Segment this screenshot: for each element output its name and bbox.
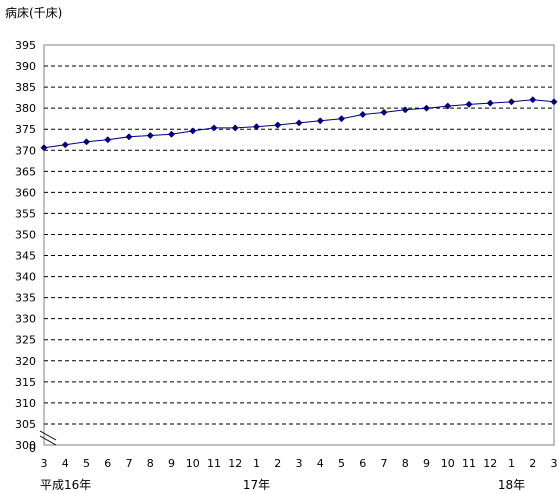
- y-tick-label: 305: [15, 418, 36, 431]
- x-tick-label: 5: [83, 457, 90, 470]
- x-tick-label: 5: [338, 457, 345, 470]
- y-tick-label: 375: [15, 123, 36, 136]
- y-tick-label: 395: [15, 39, 36, 52]
- data-point: [444, 102, 452, 110]
- y-tick-label: 300: [15, 439, 36, 452]
- x-tick-label: 11: [207, 457, 221, 470]
- data-point: [401, 106, 409, 114]
- data-point: [295, 119, 303, 127]
- y-tick-label: 335: [15, 292, 36, 305]
- grid-lines: [44, 65, 554, 425]
- data-point: [146, 131, 154, 140]
- x-tick-label: 12: [483, 457, 497, 470]
- year-label: 17年: [243, 478, 270, 492]
- data-point: [550, 98, 558, 106]
- year-label: 18年: [498, 478, 525, 492]
- data-point: [465, 100, 473, 108]
- series-markers: [40, 96, 558, 152]
- x-tick-label: 3: [41, 457, 48, 470]
- y-tick-label: 325: [15, 334, 36, 347]
- plot-area: [43, 44, 555, 446]
- data-point: [104, 136, 112, 144]
- x-tick-label: 8: [147, 457, 154, 470]
- x-tick-label: 4: [62, 457, 69, 470]
- data-point: [486, 99, 494, 107]
- y-axis-label: 病床(千床): [5, 5, 62, 20]
- y-tick-label: 355: [15, 207, 36, 220]
- y-tick-label: 365: [15, 165, 36, 178]
- x-tick-label: 1: [253, 457, 260, 470]
- y-tick-label: 350: [15, 228, 36, 241]
- x-tick-label: 11: [462, 457, 476, 470]
- y-tick-label: 340: [15, 271, 36, 284]
- y-baseline-label: 0: [29, 442, 36, 455]
- axis-break-mark: [39, 430, 57, 446]
- data-point: [316, 117, 324, 125]
- data-point: [274, 121, 282, 129]
- x-tick-label: 7: [381, 457, 388, 470]
- y-tick-label: 385: [15, 81, 36, 94]
- y-tick-label: 330: [15, 313, 36, 326]
- data-point: [125, 133, 133, 141]
- x-tick-label: 6: [359, 457, 366, 470]
- y-tick-label: 360: [15, 186, 36, 199]
- y-tick-label: 320: [15, 355, 36, 368]
- data-point: [422, 104, 431, 112]
- data-point: [529, 96, 537, 104]
- y-tick-label: 390: [15, 60, 36, 73]
- x-tick-label: 8: [402, 457, 409, 470]
- data-point: [231, 124, 239, 132]
- x-tick-label: 10: [441, 457, 455, 470]
- data-point: [507, 98, 516, 106]
- x-tick-label: 10: [186, 457, 200, 470]
- data-point: [359, 110, 367, 119]
- data-point: [380, 108, 388, 116]
- y-tick-label: 315: [15, 376, 36, 389]
- data-point: [252, 123, 261, 131]
- y-tick-label: 380: [15, 102, 36, 115]
- x-tick-label: 3: [551, 457, 558, 470]
- data-point: [210, 124, 218, 132]
- x-tick-label: 9: [423, 457, 430, 470]
- year-labels: 平成16年 17年 18年: [40, 478, 525, 492]
- x-tick-label: 1: [508, 457, 515, 470]
- x-tick-label: 2: [529, 457, 536, 470]
- x-tick-label: 3: [296, 457, 303, 470]
- y-tick-label: 345: [15, 250, 36, 263]
- x-tick-labels: 3 4 5 6 7 8 9 10 11 12 1 2 3 4 5 6 7 8 9 10 11 12 1 2 3: [41, 457, 558, 470]
- y-tick-labels: 395 390 385 380 375 370 365 360 355 350 345 340 335 3…: [15, 39, 36, 452]
- data-point: [167, 130, 176, 138]
- year-label: 平成16年: [40, 478, 91, 492]
- data-point: [40, 144, 48, 152]
- x-tick-label: 4: [317, 457, 324, 470]
- data-point: [337, 115, 346, 123]
- x-tick-label: 2: [274, 457, 281, 470]
- data-point: [61, 141, 69, 149]
- y-tick-label: 310: [15, 397, 36, 410]
- x-tick-label: 7: [126, 457, 133, 470]
- data-point: [189, 127, 197, 135]
- x-tick-label: 9: [168, 457, 175, 470]
- y-tick-label: 370: [15, 144, 36, 157]
- data-point: [82, 138, 91, 146]
- x-tick-label: 6: [104, 457, 111, 470]
- x-tick-label: 12: [228, 457, 242, 470]
